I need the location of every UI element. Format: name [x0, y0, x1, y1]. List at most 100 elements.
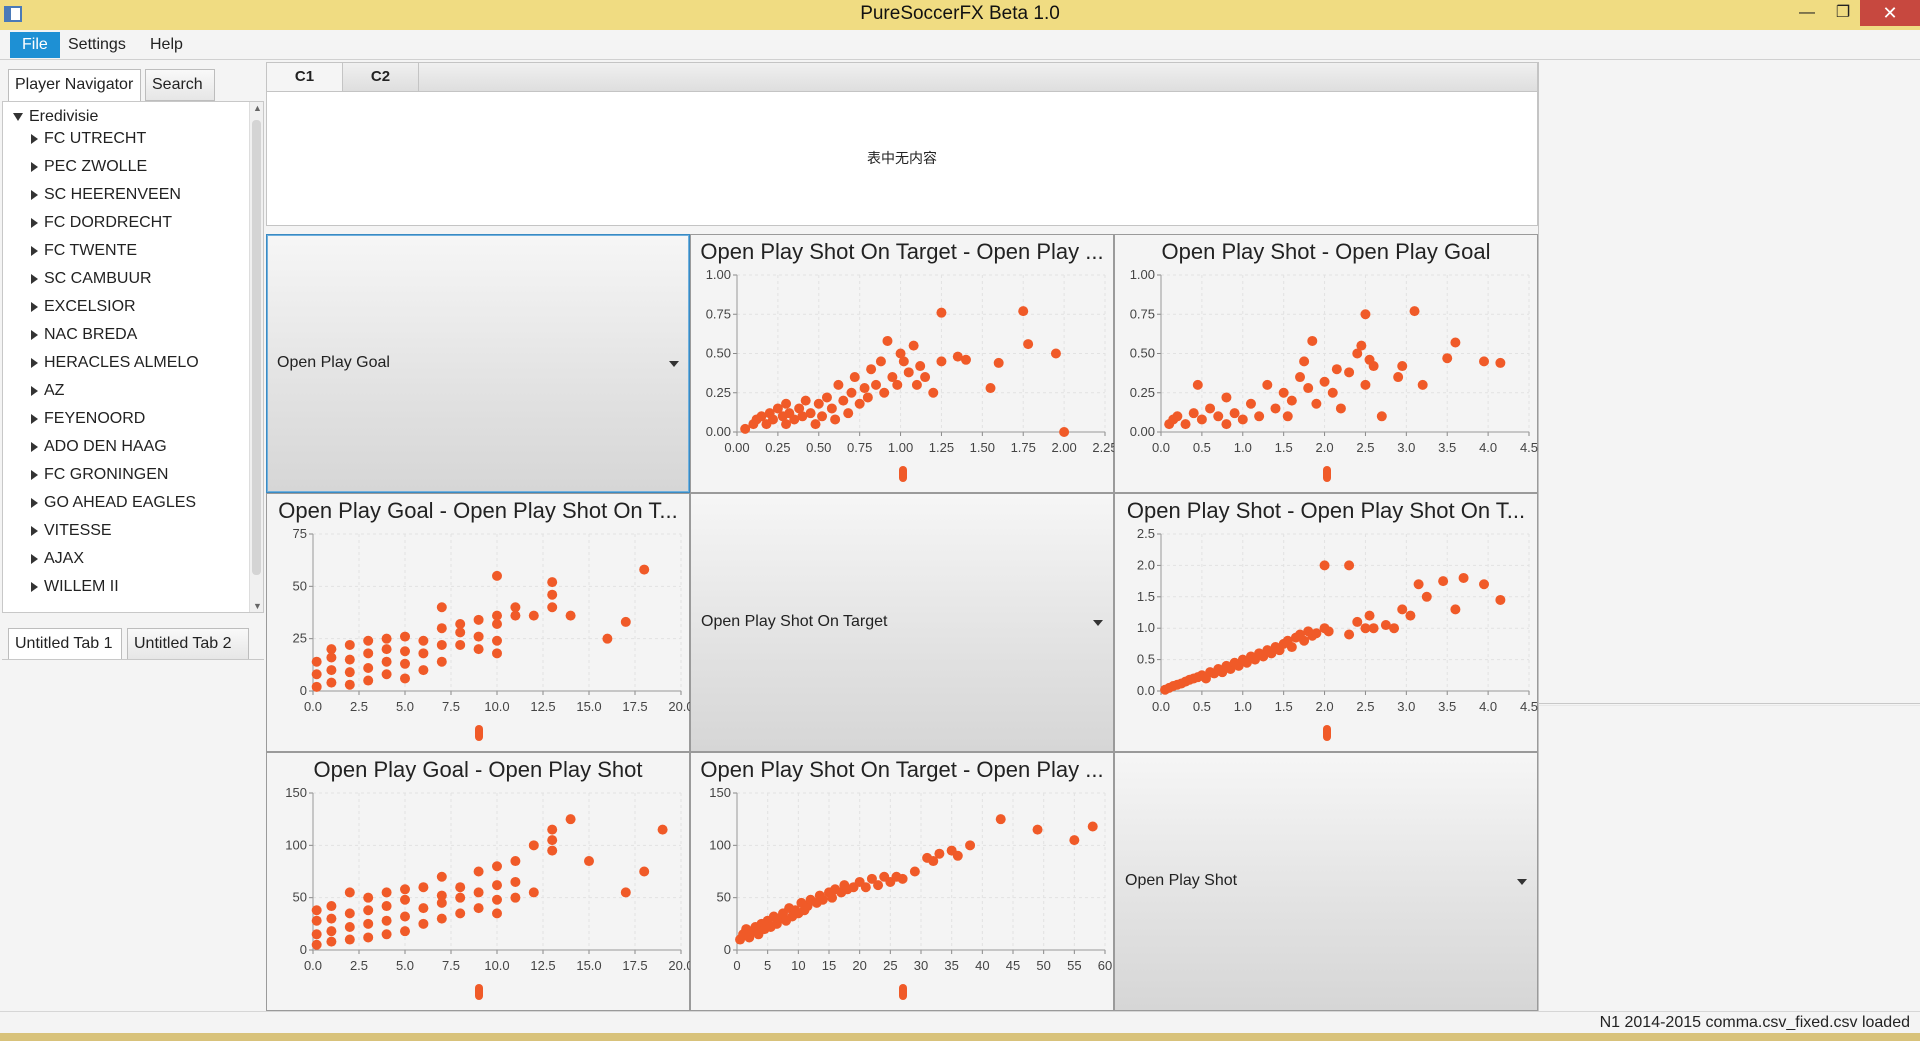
y-tick-label: 0.00: [1130, 424, 1155, 439]
data-point: [326, 665, 337, 676]
x-tick-label: 17.5: [622, 699, 647, 714]
data-point: [418, 882, 429, 893]
chevron-down-icon[interactable]: [1517, 879, 1527, 885]
data-point: [400, 894, 410, 905]
tab-player-navigator[interactable]: Player Navigator: [8, 69, 141, 101]
data-point: [547, 835, 558, 846]
scatter-chart: 0.0 0.5 1.0 1.5 2.0 2.5 3.0 3.5 4.0 4.5 0.0 0.5 1.0 1…: [1137, 526, 1538, 741]
expand-caret-icon[interactable]: [31, 245, 38, 256]
expand-caret-icon[interactable]: [31, 497, 38, 508]
tree-item-team[interactable]: HERACLES ALMELO: [31, 354, 199, 376]
data-point: [492, 635, 502, 646]
menu-help[interactable]: Help: [150, 36, 183, 53]
tree-item-team[interactable]: AJAX: [31, 550, 84, 572]
expand-caret-icon[interactable]: [31, 525, 38, 536]
tree-item-team[interactable]: AZ: [31, 382, 64, 404]
data-point: [1059, 427, 1070, 437]
expand-caret-icon[interactable]: [31, 385, 38, 396]
expand-caret-icon[interactable]: [31, 553, 38, 564]
expand-caret-icon[interactable]: [31, 133, 38, 144]
x-tick-label: 15.0: [576, 958, 601, 973]
menu-file[interactable]: File: [10, 32, 60, 58]
tree-item-team[interactable]: ADO DEN HAAG: [31, 438, 167, 460]
expand-caret-icon[interactable]: [31, 329, 38, 340]
chevron-down-icon[interactable]: [669, 361, 679, 367]
expand-caret-icon[interactable]: [31, 357, 38, 368]
expand-caret-icon[interactable]: [31, 441, 38, 452]
x-tick-label: 25: [883, 958, 897, 973]
data-point: [875, 356, 886, 367]
chevron-down-icon[interactable]: [1093, 620, 1103, 626]
tree-item-team[interactable]: FEYENOORD: [31, 410, 145, 432]
data-point: [455, 639, 466, 650]
tree-item-team[interactable]: PEC ZWOLLE: [31, 158, 147, 180]
expand-caret-icon[interactable]: [31, 301, 38, 312]
tab-untitled-1[interactable]: Untitled Tab 1: [8, 628, 122, 660]
expand-caret-icon[interactable]: [31, 161, 38, 172]
maximize-button[interactable]: ❐: [1835, 4, 1851, 21]
tab-untitled-2[interactable]: Untitled Tab 2: [127, 628, 249, 660]
tree-item-team[interactable]: FC DORDRECHT: [31, 214, 172, 236]
y-tick-label: 25: [293, 631, 307, 646]
minimize-button[interactable]: —: [1799, 4, 1815, 21]
x-tick-label: 15.0: [576, 699, 601, 714]
expand-caret-icon[interactable]: [31, 189, 38, 200]
data-point: [1245, 398, 1256, 409]
tree-scrollbar[interactable]: ▲ ▼: [249, 102, 263, 612]
data-point: [1172, 411, 1183, 422]
data-point: [326, 901, 337, 912]
tree-item-team[interactable]: SC HEERENVEEN: [31, 186, 181, 208]
data-point: [1311, 628, 1322, 639]
x-tick-label: 20.0: [668, 699, 691, 714]
scroll-up-icon[interactable]: ▲: [253, 103, 262, 113]
scroll-down-icon[interactable]: ▼: [253, 601, 262, 611]
tree-item-label: FEYENOORD: [44, 410, 146, 427]
data-point: [492, 570, 502, 581]
combo-open-play-shot-on-target[interactable]: Open Play Shot On Target: [690, 493, 1114, 752]
y-tick-label: 0.25: [1130, 385, 1155, 400]
combo-open-play-shot[interactable]: Open Play Shot: [1114, 752, 1538, 1011]
data-point: [1213, 411, 1224, 422]
expand-caret-icon[interactable]: [31, 273, 38, 284]
expand-caret-icon[interactable]: [31, 217, 38, 228]
x-tick-label: 0.5: [1193, 699, 1211, 714]
menu-settings[interactable]: Settings: [68, 36, 126, 53]
combo-open-play-goal[interactable]: Open Play Goal: [266, 234, 690, 493]
tree-item-team[interactable]: FC GRONINGEN: [31, 466, 168, 488]
scatter-chart: 0.0 2.5 5.0 7.5 10.0 12.5 15.0 17.5 20.0 0 50 100 15…: [285, 785, 691, 1000]
expand-caret-icon[interactable]: [31, 413, 38, 424]
tree-scroll-thumb[interactable]: [252, 120, 261, 575]
tree-item-label: AJAX: [44, 550, 85, 567]
tree-item-team[interactable]: FC TWENTE: [31, 242, 137, 264]
tree-item-team[interactable]: GO AHEAD EAGLES: [31, 494, 196, 516]
tree-item-team[interactable]: EXCELSIOR: [31, 298, 136, 320]
x-tick-label: 2.25: [1092, 440, 1115, 455]
expand-caret-icon[interactable]: [31, 581, 38, 592]
y-tick-label: 0.75: [1130, 306, 1155, 321]
x-tick-label: 4.5: [1520, 699, 1538, 714]
split-divider[interactable]: [1539, 703, 1920, 706]
column-header-c1[interactable]: C1: [267, 63, 343, 91]
data-point: [528, 610, 539, 621]
tree-item-label: HERACLES ALMELO: [44, 354, 199, 371]
tree-item-team[interactable]: NAC BREDA: [31, 326, 137, 348]
tree-item-team[interactable]: VITESSE: [31, 522, 112, 544]
data-point: [363, 662, 374, 673]
tab-search[interactable]: Search: [145, 69, 215, 101]
data-point: [879, 387, 890, 398]
tree-item-team[interactable]: SC CAMBUUR: [31, 270, 152, 292]
tree-root-eredivisie[interactable]: Eredivisie: [13, 108, 98, 126]
y-tick-label: 1.00: [1130, 267, 1155, 282]
expand-caret-icon[interactable]: [31, 469, 38, 480]
legend-marker: [475, 984, 483, 1000]
close-button[interactable]: ✕: [1860, 0, 1920, 26]
data-point: [381, 633, 392, 644]
tree-item-team[interactable]: FC UTRECHT: [31, 130, 146, 152]
x-tick-label: 7.5: [442, 958, 460, 973]
column-header-c2[interactable]: C2: [343, 63, 419, 91]
data-point: [1286, 642, 1297, 653]
data-point: [1307, 335, 1318, 346]
expand-caret-icon[interactable]: [13, 112, 23, 121]
tree-item-team[interactable]: WILLEM II: [31, 578, 119, 600]
